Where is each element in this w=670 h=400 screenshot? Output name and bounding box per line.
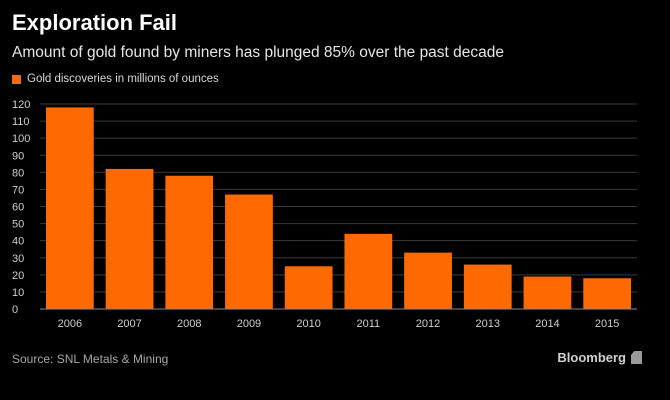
x-tick-label: 2012 [416,318,440,330]
x-tick-label: 2013 [476,318,500,330]
y-tick-label: 90 [12,150,24,162]
bar-2013 [463,264,512,309]
y-tick-label: 100 [12,133,30,145]
source-note: Source: SNL Metals & Mining [12,352,169,366]
brand-logo: Bloomberg [557,350,642,365]
y-tick-label: 40 [12,236,24,248]
bar-2012 [404,252,452,309]
y-tick-label: 20 [12,270,24,282]
y-tick-label: 80 [12,167,24,179]
bar-2011 [344,233,393,309]
bar-2007 [105,168,154,309]
x-tick-label: 2009 [237,318,261,330]
legend: Gold discoveries in millions of ounces [12,73,219,85]
bar-2006 [45,107,94,310]
x-tick-label: 2011 [357,318,381,330]
y-tick-label: 0 [12,304,18,316]
chart-subtitle: Amount of gold found by miners has plung… [12,44,505,61]
brand-name: Bloomberg [557,350,626,365]
bar-2009 [225,194,273,309]
legend-label: Gold discoveries in millions of ounces [27,73,219,85]
y-tick-label: 10 [12,287,24,299]
y-tick-label: 70 [12,184,24,196]
y-tick-label: 110 [12,116,30,128]
bar-2015 [583,278,632,309]
y-tick-label: 60 [12,202,24,214]
bar-2010 [284,266,333,309]
x-tick-label: 2008 [177,318,201,330]
x-tick-label: 2006 [58,318,82,330]
bar-2008 [165,175,214,309]
y-tick-label: 120 [12,99,30,111]
x-tick-label: 2007 [117,318,141,330]
chart-title: Exploration Fail [12,10,178,35]
bar-2014 [523,276,572,309]
legend-swatch [12,74,21,84]
y-tick-label: 50 [12,219,24,231]
x-tick-label: 2010 [296,318,320,330]
x-tick-label: 2015 [595,318,619,330]
x-tick-label: 2014 [535,318,559,330]
y-tick-label: 30 [12,253,24,265]
bloomberg-mark-icon [631,351,642,364]
